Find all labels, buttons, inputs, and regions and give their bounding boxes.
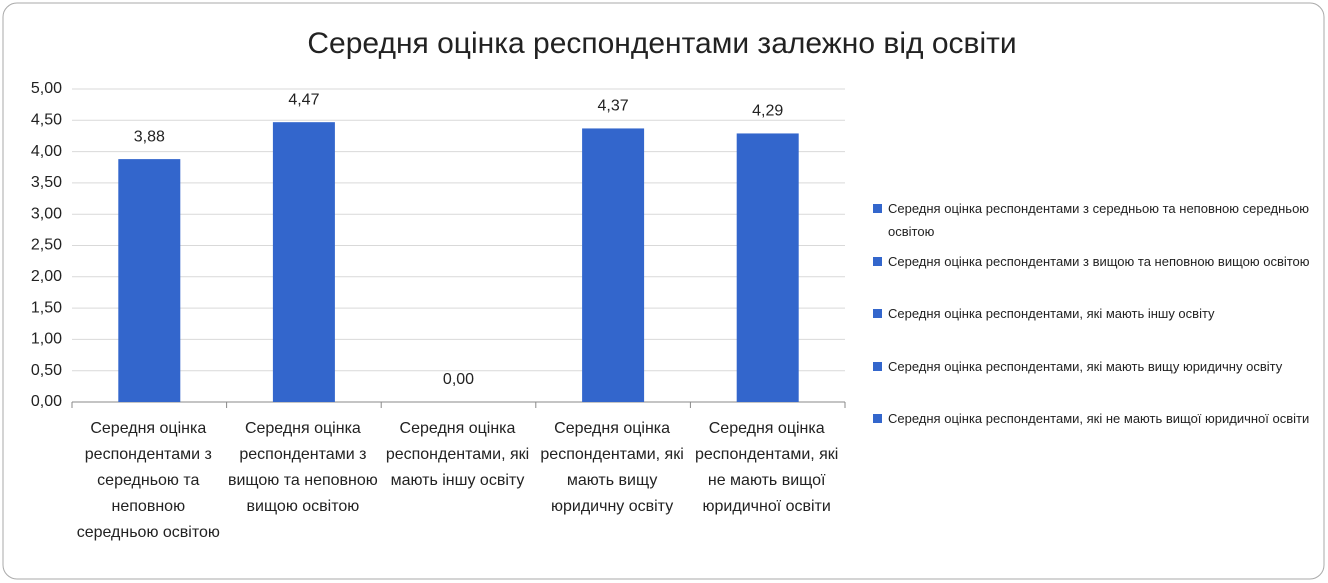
data-label: 4,37: [598, 98, 629, 115]
bar: [118, 159, 181, 402]
y-tick-label: 1,00: [31, 331, 62, 348]
bar: [582, 128, 645, 403]
y-tick-label: 4,00: [31, 143, 62, 160]
bar: [272, 122, 335, 402]
data-label: 4,29: [752, 103, 783, 120]
legend-entry: Середня оцінка респондентами, які не маю…: [888, 411, 1310, 426]
legend-entry: Середня оцінка респондентами з вищою та …: [888, 253, 1310, 269]
y-tick-label: 0,50: [31, 362, 62, 379]
legend-swatch: [873, 204, 882, 213]
legend-swatch: [873, 309, 882, 318]
x-tick-label: Середня оцінка респондентами з вищою та …: [227, 420, 378, 515]
y-tick-label: 3,50: [31, 174, 62, 191]
legend-swatch: [873, 256, 882, 266]
x-tick-label: Середня оцінка респондентами, які мають …: [540, 420, 684, 515]
y-tick-label: 2,00: [31, 268, 62, 285]
legend-swatch: [873, 361, 882, 371]
data-label: 0,00: [443, 371, 474, 388]
x-tick-label: Середня оцінка респондентами, які не маю…: [695, 420, 839, 515]
y-tick-label: 0,00: [31, 393, 62, 410]
y-tick-label: 1,50: [31, 299, 62, 316]
legend-entry: Середня оцінка респондентами з середньою…: [888, 201, 1310, 239]
y-tick-label: 4,50: [31, 112, 62, 129]
legend-entry: Середня оцінка респондентами, які мають …: [888, 306, 1215, 321]
x-tick-label: Середня оцінка респондентами з середньою…: [76, 420, 220, 541]
chart-title: Середня оцінка респондентами залежно від…: [307, 27, 1016, 60]
y-tick-label: 5,00: [31, 80, 62, 97]
bar: [736, 133, 799, 403]
data-label: 3,88: [134, 128, 165, 145]
legend-entry: Середня оцінка респондентами, які мають …: [888, 358, 1283, 374]
y-tick-label: 2,50: [31, 237, 62, 254]
legend-swatch: [873, 414, 882, 423]
x-tick-label: Середня оцінка респондентами, які мають …: [385, 420, 530, 489]
y-tick-label: 3,00: [31, 205, 62, 222]
data-label: 4,47: [288, 91, 319, 108]
